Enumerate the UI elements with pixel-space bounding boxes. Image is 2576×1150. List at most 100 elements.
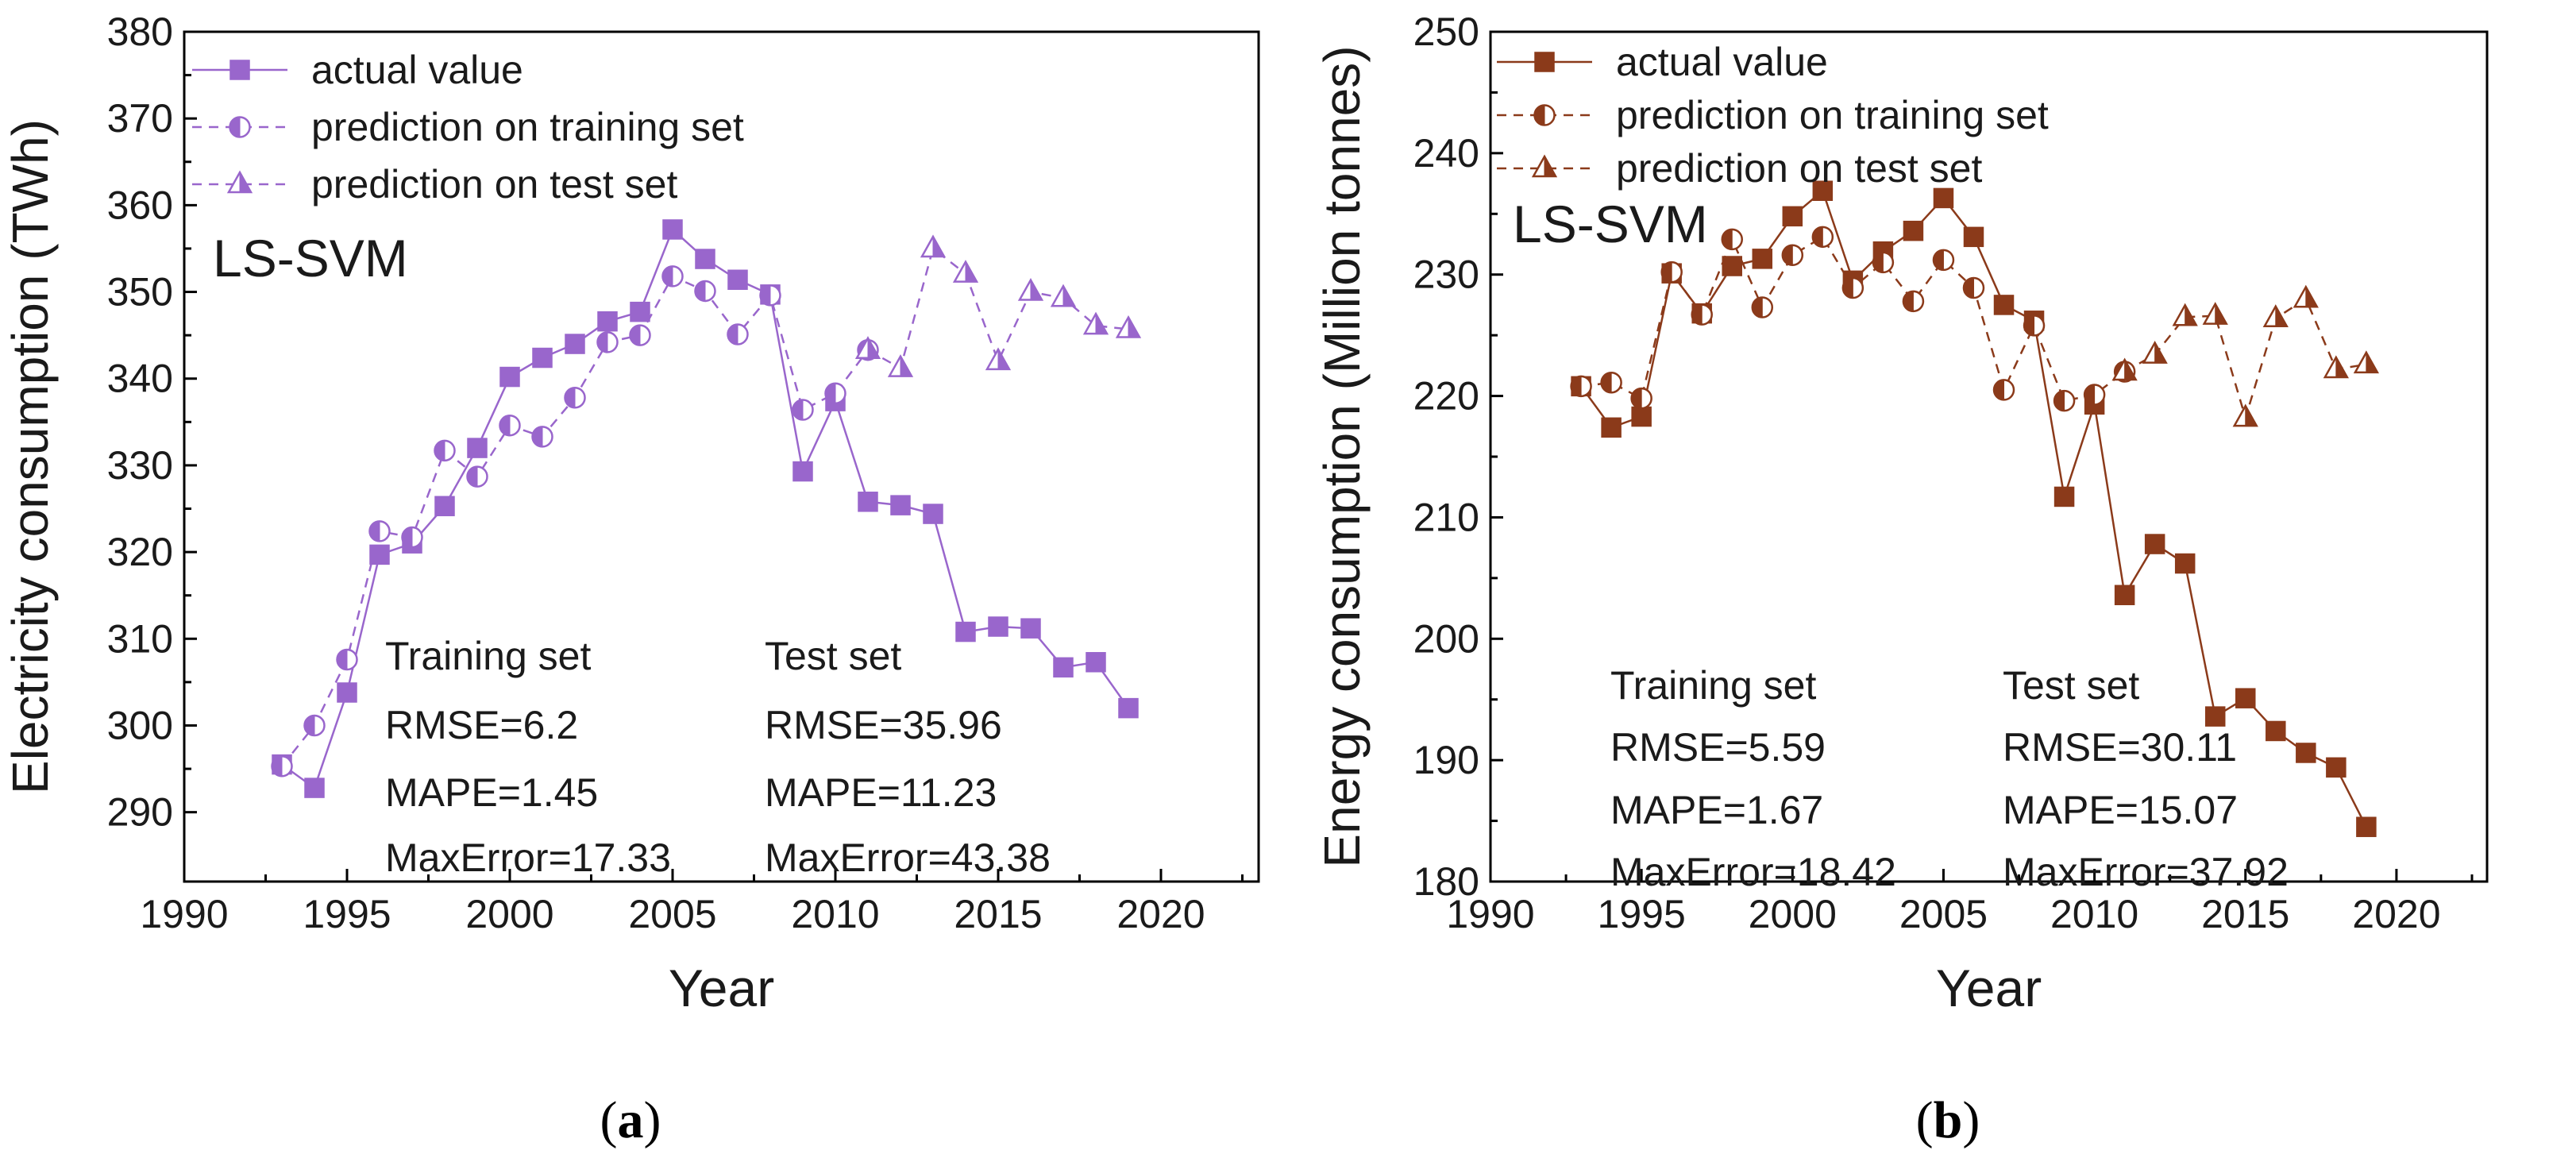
series-3-point: [2111, 357, 2138, 381]
series-2-point: [1902, 290, 1925, 313]
series-2-point: [1811, 226, 1834, 249]
series-1-point: [2326, 757, 2347, 778]
y-tick-label: 200: [1413, 616, 1479, 661]
series-2-point: [1660, 260, 1683, 284]
y-axis-title: Electricity consumption (TWh): [2, 119, 59, 794]
x-tick-label: 2020: [2352, 892, 2440, 936]
test-stat: MAPE=11.23: [765, 770, 997, 815]
x-tick-label: 2005: [1899, 892, 1988, 936]
y-tick-label: 310: [107, 616, 173, 661]
series-1-point: [2204, 706, 2226, 727]
x-axis-title: Year: [1936, 959, 2042, 1017]
x-tick-label: 2020: [1116, 892, 1205, 936]
series-3-point: [887, 354, 914, 377]
series-1-point: [988, 616, 1008, 637]
series-1-point: [565, 334, 585, 354]
legend-label: prediction on test set: [1616, 146, 1982, 191]
y-tick-label: 380: [107, 10, 173, 54]
series-line-3: [867, 246, 1129, 370]
training-stat: Training set: [385, 634, 591, 678]
series-2-point: [303, 714, 326, 737]
x-tick-label: 2000: [465, 892, 553, 936]
series-3-point: [1050, 284, 1077, 307]
series-2-point: [466, 465, 488, 488]
series-1-point: [2296, 743, 2316, 763]
series-1-point: [467, 438, 488, 458]
series-1-point: [1812, 180, 1834, 201]
series-3-point: [2172, 303, 2198, 326]
series-3-point: [952, 260, 979, 283]
legend: actual value prediction on training set pr…: [1497, 40, 2049, 191]
series-1-point: [1782, 206, 1803, 227]
series-1-point: [2266, 720, 2286, 742]
series-2-point: [1691, 303, 1713, 326]
training-stat: MAPE=1.67: [1610, 788, 1823, 832]
test-stat: MAPE=15.07: [2003, 788, 2238, 832]
series-1-point: [1722, 256, 1742, 276]
series-3-point: [1115, 315, 1142, 338]
training-stat: RMSE=5.59: [1610, 725, 1826, 770]
series-1-point: [2174, 553, 2196, 574]
y-tick-label: 230: [1413, 253, 1479, 297]
x-tick-label: 2000: [1749, 892, 1837, 936]
y-tick-label: 250: [1413, 10, 1479, 54]
x-tick-label: 1995: [1598, 892, 1686, 936]
series-1-point: [858, 492, 878, 512]
panel-b-label: (b): [1916, 1091, 1980, 1149]
series-1-point: [2053, 486, 2075, 507]
x-axis-title: Year: [669, 959, 774, 1017]
series-3-point: [854, 336, 881, 359]
series-2-point: [1600, 372, 1622, 394]
y-tick-label: 180: [1413, 859, 1479, 904]
series-2-point: [727, 323, 749, 345]
series-1-point: [304, 778, 325, 798]
legend-label: prediction on test set: [311, 162, 677, 206]
y-tick-label: 220: [1413, 374, 1479, 419]
series-3-point: [2262, 304, 2289, 327]
series-1-point: [337, 682, 357, 703]
legend-marker: [229, 116, 251, 138]
training-stat: Training set: [1610, 663, 1816, 708]
series-2-point: [271, 755, 293, 778]
series-1-point: [1601, 417, 1622, 438]
series-1-point: [1752, 249, 1773, 269]
x-tick-label: 2015: [2201, 892, 2289, 936]
x-tick-label: 1995: [303, 892, 391, 936]
series-2-point: [1751, 296, 1774, 318]
series-2-point: [1570, 375, 1592, 398]
series-1-point: [434, 496, 455, 516]
series-2-point: [1841, 276, 1865, 299]
y-tick-label: 240: [1413, 131, 1479, 176]
series-2-point: [1721, 228, 1743, 251]
series-1-point: [2235, 688, 2256, 708]
x-tick-label: 2005: [628, 892, 716, 936]
series-2-point: [336, 648, 358, 671]
panel-a-label: (a): [600, 1091, 661, 1149]
series-1-point: [792, 461, 813, 482]
series-2-point: [792, 399, 814, 421]
series-2-point: [629, 324, 651, 346]
x-tick-label: 2010: [791, 892, 879, 936]
legend-label: actual value: [1616, 40, 1828, 84]
series-1-point: [695, 249, 715, 269]
legend-marker: [1533, 104, 1556, 126]
series-1-point: [1020, 618, 1041, 639]
series-3-point: [1082, 311, 1109, 335]
series-2-point: [564, 387, 586, 409]
training-stat: RMSE=6.2: [385, 703, 578, 747]
series-1-point: [923, 504, 943, 524]
x-tick-label: 1990: [140, 892, 228, 936]
y-tick-label: 290: [107, 790, 173, 835]
series-2-point: [368, 520, 391, 542]
series-3-point: [920, 234, 947, 258]
test-stat: RMSE=35.96: [765, 703, 1002, 747]
series-layer: [271, 219, 1142, 798]
test-stat: MaxError=37.92: [2003, 850, 2289, 894]
plot-frame: [183, 30, 1260, 883]
series-layer: [1570, 180, 2380, 837]
legend-marker: [1531, 154, 1558, 178]
method-label: LS-SVM: [213, 229, 408, 288]
panel-a-chart: (a) 1990 1995 2000 2005 2010 2015 2020 290 300 31…: [2, 10, 1260, 1149]
series-2-point: [694, 280, 716, 303]
